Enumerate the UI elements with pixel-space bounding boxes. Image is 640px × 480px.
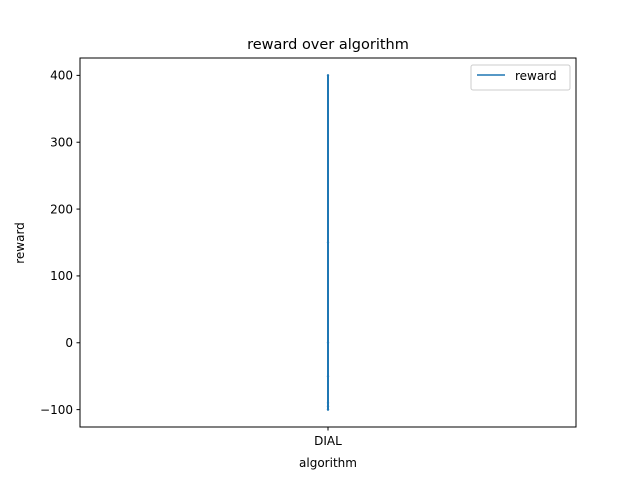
data-point	[326, 401, 330, 405]
y-axis: −100 0 100 200 300 400	[40, 69, 80, 417]
plot-frame	[79, 57, 577, 428]
y-tick-label: 0	[65, 336, 73, 350]
legend-box	[470, 64, 571, 91]
plot-marks	[326, 74, 330, 411]
data-point	[326, 341, 330, 344]
legend-label-reward: reward	[515, 69, 557, 83]
y-tick-label: 100	[50, 269, 73, 283]
data-point	[326, 74, 330, 77]
chart-title: reward over algorithm	[247, 37, 409, 53]
y-axis-label: reward	[13, 222, 27, 264]
y-tick-label: 300	[50, 136, 73, 150]
x-axis-label: algorithm	[299, 456, 357, 470]
data-point	[326, 241, 330, 244]
data-point	[326, 405, 330, 408]
y-tick-label: −100	[40, 403, 73, 417]
data-point	[326, 408, 330, 411]
y-tick-label: 400	[50, 69, 73, 83]
legend: reward	[470, 64, 571, 91]
x-axis: DIAL	[314, 427, 342, 448]
y-tick-label: 200	[50, 202, 73, 216]
x-tick-label: DIAL	[314, 434, 342, 448]
data-point	[326, 374, 330, 378]
